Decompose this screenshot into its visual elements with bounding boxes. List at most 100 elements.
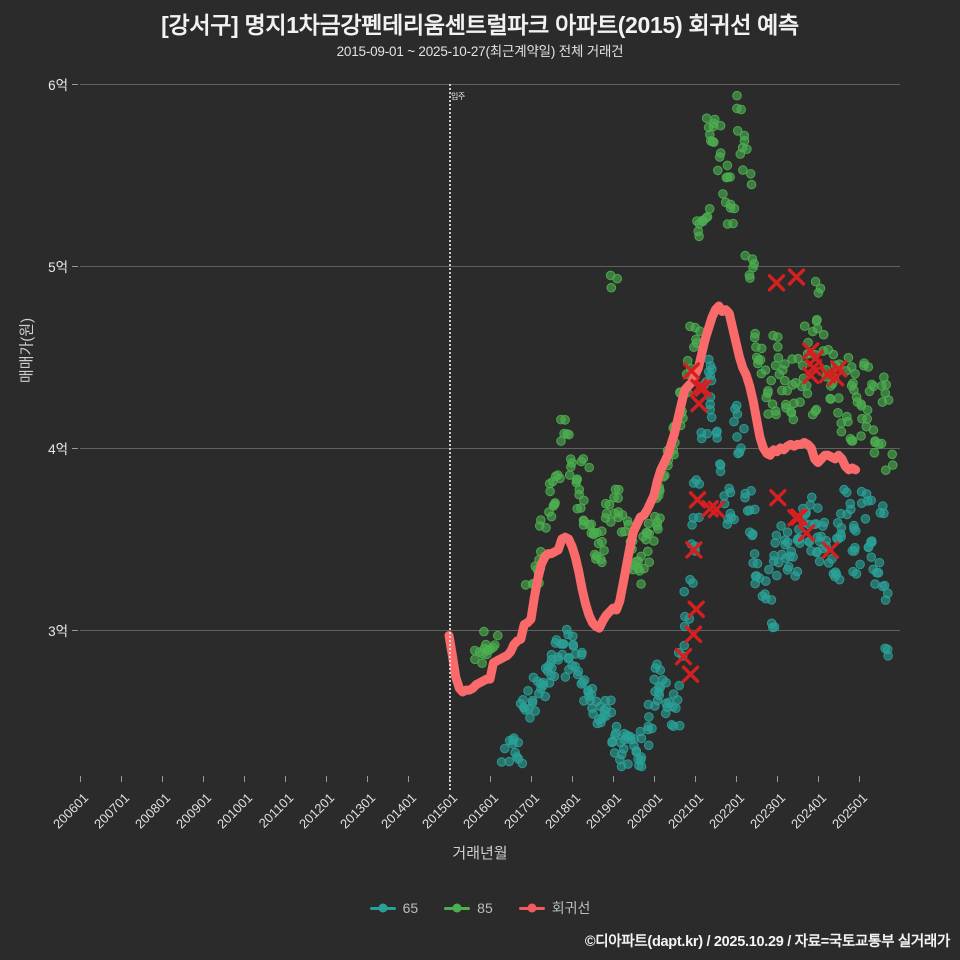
data-point [872,567,882,578]
flagged-point-marker [682,362,701,380]
data-point [856,486,867,497]
x-axis-tick-mark [572,776,573,782]
flagged-point-marker [681,665,700,683]
data-point [616,527,627,537]
data-point [701,113,712,123]
data-point [863,542,874,553]
legend-label: 85 [477,900,493,916]
data-point [606,282,617,293]
data-point [644,529,655,539]
data-point [652,695,663,706]
flagged-point-marker [769,488,787,507]
flagged-point-marker [790,508,808,526]
data-point [814,556,825,567]
x-axis-tick-mark [818,776,819,782]
data-point [600,695,611,706]
data-point [636,579,646,589]
data-point [722,160,733,171]
data-point [715,466,726,477]
data-point [849,546,860,556]
data-point [579,675,590,685]
legend-swatch-icon [444,906,471,910]
data-point [748,558,758,568]
data-point [652,517,663,528]
data-point [795,397,805,408]
data-point [832,518,843,528]
flagged-point-marker [701,499,719,518]
data-point [720,197,731,208]
data-point [635,726,646,737]
y-axis-tick-label: 3억 [48,624,68,639]
legend-item-회귀선[interactable]: 회귀선 [518,898,590,918]
flagged-point-marker [690,394,708,413]
x-axis-tick-mark [285,776,286,782]
data-point [710,114,720,125]
x-axis-tick-mark [203,776,204,782]
data-point [551,471,561,482]
flagged-point-marker [694,379,713,397]
data-point [739,130,750,141]
data-point [755,355,766,365]
data-point [679,586,690,597]
data-point [754,573,765,583]
data-point [855,559,865,570]
data-point [874,557,885,568]
flagged-point-marker [787,268,806,286]
data-point [568,641,579,651]
data-point [623,759,633,769]
data-point [617,749,627,760]
data-point [596,717,606,728]
data-point [847,436,858,446]
data-point [782,385,792,396]
data-point [746,486,756,496]
data-point [770,538,781,548]
data-point [668,689,679,700]
data-point [661,677,671,688]
data-point [671,703,681,714]
y-axis-tick-mark [72,448,78,449]
data-point [698,216,708,227]
data-point [887,449,898,460]
data-point [761,593,771,604]
data-point [636,551,646,562]
data-point [813,503,823,513]
data-point [849,520,859,531]
data-point [880,388,891,398]
data-point [745,169,756,179]
data-point [745,273,755,283]
data-point [770,360,781,371]
data-point [859,360,869,371]
flagged-point-marker [829,360,848,378]
data-point [836,426,847,437]
data-point [477,658,487,669]
x-axis-tick-mark [326,776,327,782]
data-point [674,720,685,731]
data-point [597,526,607,537]
y-axis-tick-label: 4억 [48,442,68,457]
data-point [828,568,839,579]
x-axis-tick-mark [121,776,122,782]
move-in-marker-label: 입주 [451,92,465,101]
data-point [546,511,557,522]
data-point [715,148,726,158]
flagged-point-marker [767,274,786,292]
x-axis-tick-mark [859,776,860,782]
gridline [80,448,900,449]
data-point [538,677,549,688]
data-point [839,484,849,495]
data-point [723,172,733,182]
flagged-point-marker [674,647,693,666]
data-point [736,104,747,115]
data-point [780,375,790,386]
legend-item-85[interactable]: 85 [444,900,493,916]
flagged-point-marker [804,358,823,377]
data-point [610,730,620,741]
y-axis-tick-mark [72,630,78,631]
data-point [691,334,701,345]
flagged-point-marker [684,625,703,644]
legend-item-65[interactable]: 65 [369,900,418,916]
data-point [722,219,733,229]
data-point [643,546,653,557]
data-point [555,639,566,649]
data-point [810,406,821,416]
